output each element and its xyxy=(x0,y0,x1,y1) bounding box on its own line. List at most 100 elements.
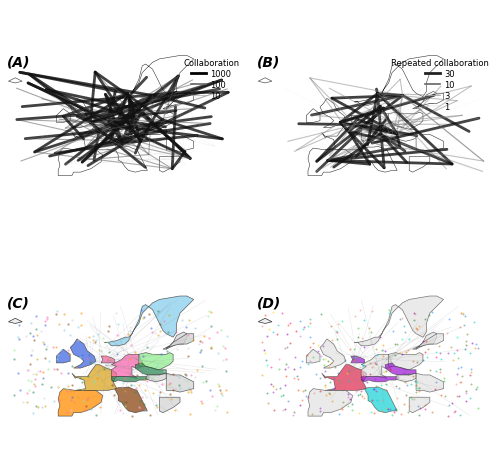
Polygon shape xyxy=(306,109,320,123)
Point xyxy=(384,406,392,413)
Point xyxy=(348,406,356,414)
Point xyxy=(414,403,422,410)
Point xyxy=(182,372,190,379)
Point xyxy=(10,355,18,363)
Point xyxy=(402,349,410,357)
Point xyxy=(344,390,352,398)
Point xyxy=(472,341,480,348)
Point xyxy=(32,326,40,333)
Point xyxy=(325,389,333,397)
Point xyxy=(412,326,420,334)
Point xyxy=(426,311,434,319)
Point xyxy=(105,355,113,363)
Point xyxy=(421,349,429,357)
Point xyxy=(456,309,464,317)
Point xyxy=(76,321,84,329)
Point xyxy=(184,331,192,339)
Point xyxy=(453,370,461,378)
Point xyxy=(346,346,354,353)
Point xyxy=(268,388,276,396)
Polygon shape xyxy=(412,92,436,109)
Polygon shape xyxy=(139,353,173,370)
Point xyxy=(160,367,168,375)
Point xyxy=(393,341,401,348)
Point xyxy=(64,408,72,416)
Point xyxy=(261,311,269,319)
Point xyxy=(24,367,32,374)
Point xyxy=(64,369,72,377)
Point xyxy=(370,409,378,417)
Point xyxy=(396,316,404,323)
Polygon shape xyxy=(385,123,416,135)
Point xyxy=(136,397,143,405)
Point xyxy=(24,377,32,385)
Polygon shape xyxy=(416,94,444,109)
Point xyxy=(430,386,438,393)
Point xyxy=(279,407,287,414)
Point xyxy=(462,390,470,397)
Point xyxy=(276,385,283,393)
Polygon shape xyxy=(361,137,399,142)
Point xyxy=(470,319,478,327)
Point xyxy=(68,317,76,324)
Point xyxy=(27,377,35,385)
Polygon shape xyxy=(396,133,416,142)
Point xyxy=(28,346,36,354)
Point xyxy=(376,334,384,341)
Polygon shape xyxy=(166,374,194,392)
Point xyxy=(456,323,464,331)
Point xyxy=(438,355,446,363)
Polygon shape xyxy=(361,355,392,382)
Point xyxy=(396,348,404,356)
Point xyxy=(366,408,374,416)
Point xyxy=(328,386,336,393)
Point xyxy=(304,322,312,330)
Polygon shape xyxy=(351,116,364,123)
Point xyxy=(89,332,97,340)
Point xyxy=(463,330,471,338)
Point xyxy=(462,342,469,349)
Point xyxy=(14,336,22,343)
Point xyxy=(152,403,160,411)
Point xyxy=(272,386,280,393)
Point xyxy=(385,309,393,317)
Point xyxy=(85,334,93,341)
Point xyxy=(444,316,452,324)
Point xyxy=(332,363,340,371)
Point xyxy=(126,355,134,363)
Point xyxy=(204,313,212,320)
Point xyxy=(471,345,479,352)
Point xyxy=(398,335,406,343)
Point xyxy=(86,358,94,366)
Point xyxy=(372,387,380,395)
Point xyxy=(351,312,359,320)
Point xyxy=(372,382,380,390)
Point xyxy=(282,330,290,338)
Point xyxy=(16,387,24,394)
Polygon shape xyxy=(308,149,352,176)
Point xyxy=(338,405,346,413)
Point xyxy=(158,380,166,387)
Point xyxy=(76,310,84,317)
Point xyxy=(258,322,266,330)
Point xyxy=(187,338,195,346)
Point xyxy=(368,396,376,404)
Legend: 1000, 100, 10: 1000, 100, 10 xyxy=(182,57,241,102)
Point xyxy=(184,388,192,396)
Polygon shape xyxy=(396,374,416,382)
Point xyxy=(461,346,469,354)
Point xyxy=(284,321,292,328)
Point xyxy=(382,380,390,388)
Point xyxy=(421,405,429,413)
Point xyxy=(454,365,462,373)
Point xyxy=(360,363,368,370)
Point xyxy=(277,392,285,400)
Point xyxy=(70,387,78,395)
Point xyxy=(435,343,443,350)
Point xyxy=(462,387,470,395)
Point xyxy=(296,332,304,340)
Point xyxy=(334,369,342,377)
Point xyxy=(350,352,358,360)
Point xyxy=(466,372,474,379)
Point xyxy=(415,387,423,395)
